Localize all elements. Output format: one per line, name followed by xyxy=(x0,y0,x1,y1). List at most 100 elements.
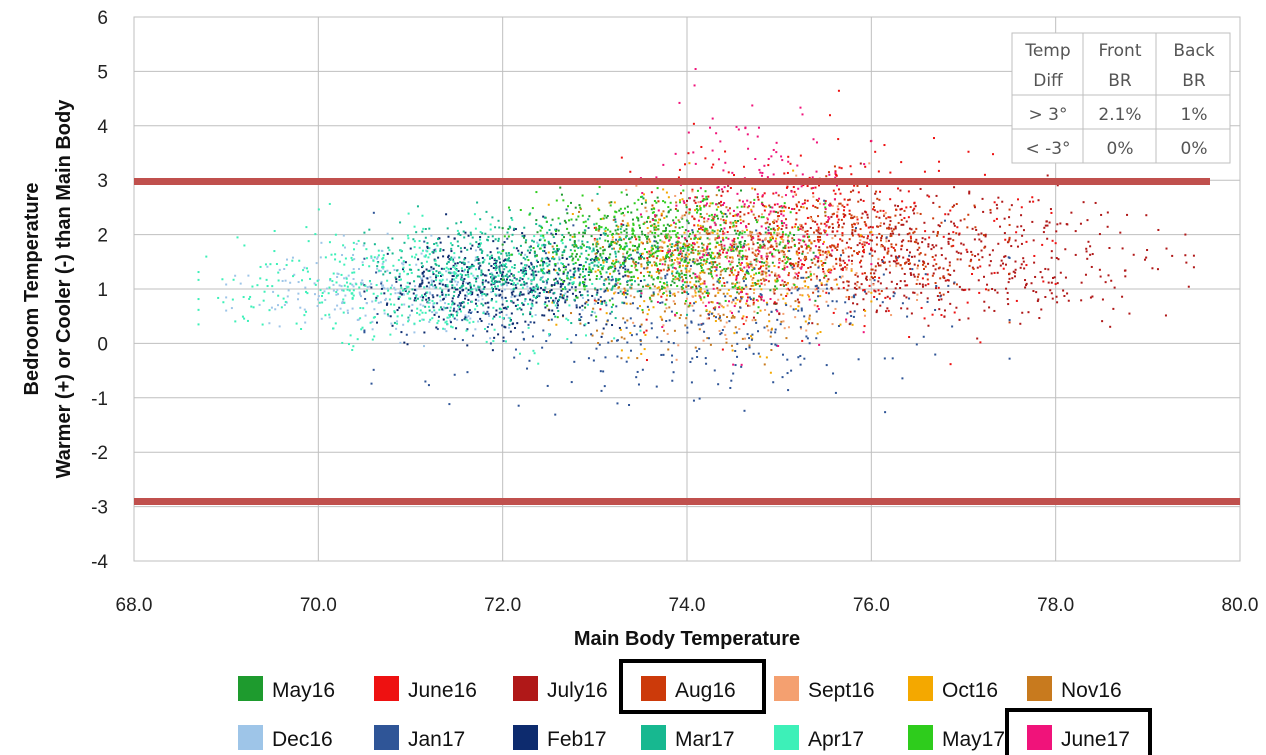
data-point xyxy=(324,314,327,317)
data-point xyxy=(1041,243,1044,246)
data-point xyxy=(927,245,930,248)
data-point xyxy=(946,279,949,282)
data-point xyxy=(532,294,535,297)
data-point xyxy=(990,272,993,275)
data-point xyxy=(509,317,512,320)
data-point xyxy=(947,273,950,276)
data-point xyxy=(926,273,929,276)
data-point xyxy=(879,224,882,227)
data-point xyxy=(607,267,610,270)
data-point xyxy=(462,261,465,264)
data-point xyxy=(535,274,538,277)
data-point xyxy=(451,303,454,306)
data-point xyxy=(389,303,392,306)
data-point xyxy=(604,356,607,359)
data-point xyxy=(470,272,473,275)
data-point xyxy=(873,279,876,282)
data-point xyxy=(783,262,786,265)
data-point xyxy=(532,275,535,278)
data-point xyxy=(415,289,418,292)
data-point xyxy=(551,251,554,254)
data-point xyxy=(887,226,890,229)
data-point xyxy=(920,306,923,309)
data-point xyxy=(434,259,437,262)
data-point xyxy=(714,238,717,241)
data-point xyxy=(606,289,609,292)
data-point xyxy=(694,294,697,297)
data-point xyxy=(602,327,605,330)
data-point xyxy=(762,264,765,267)
data-point xyxy=(303,308,306,311)
data-point xyxy=(831,223,834,226)
data-point xyxy=(877,280,880,283)
data-point xyxy=(722,230,725,233)
data-point xyxy=(1004,263,1007,266)
data-point xyxy=(462,284,465,287)
data-point xyxy=(521,302,524,305)
data-point xyxy=(553,242,556,245)
data-point xyxy=(936,295,939,298)
data-point xyxy=(813,304,816,307)
data-point xyxy=(750,238,753,241)
data-point xyxy=(525,282,528,285)
data-point xyxy=(399,278,402,281)
data-point xyxy=(569,278,572,281)
data-point xyxy=(778,232,781,235)
data-point xyxy=(819,228,822,231)
data-point xyxy=(650,274,653,277)
data-point xyxy=(873,275,876,278)
data-point xyxy=(787,234,790,237)
data-point xyxy=(490,276,493,279)
data-point xyxy=(629,302,632,305)
data-point xyxy=(489,256,492,259)
data-point xyxy=(421,272,424,275)
data-point xyxy=(839,238,842,241)
data-point xyxy=(952,244,955,247)
data-point xyxy=(683,273,686,276)
data-point xyxy=(428,291,431,294)
data-point xyxy=(361,263,364,266)
data-point xyxy=(676,240,679,243)
data-point xyxy=(655,385,658,388)
data-point xyxy=(616,282,619,285)
data-point xyxy=(690,247,693,250)
data-point xyxy=(1055,295,1058,298)
data-point xyxy=(783,202,786,205)
data-point xyxy=(532,265,535,268)
data-point xyxy=(573,298,576,301)
data-point xyxy=(739,215,742,218)
data-point xyxy=(947,232,950,235)
data-point xyxy=(461,274,464,277)
data-point xyxy=(694,291,697,294)
data-point xyxy=(386,252,389,255)
data-point xyxy=(761,257,764,260)
data-point xyxy=(916,298,919,301)
data-point xyxy=(581,294,584,297)
data-point xyxy=(983,300,986,303)
data-point xyxy=(673,302,676,305)
data-point xyxy=(583,229,586,232)
data-point xyxy=(708,238,711,241)
data-point xyxy=(570,322,573,325)
data-point xyxy=(989,260,992,263)
data-point xyxy=(737,219,740,222)
data-point xyxy=(530,291,533,294)
data-point xyxy=(338,260,341,263)
data-point xyxy=(687,222,690,225)
data-point xyxy=(865,224,868,227)
data-point xyxy=(555,253,558,256)
data-point xyxy=(760,273,763,276)
data-point xyxy=(570,312,573,315)
data-point xyxy=(592,247,595,250)
data-point xyxy=(903,294,906,297)
data-point xyxy=(710,301,713,304)
data-point xyxy=(464,318,467,321)
data-point xyxy=(815,229,818,232)
data-point xyxy=(508,326,511,329)
data-point xyxy=(829,202,832,205)
data-point xyxy=(892,246,895,249)
data-point xyxy=(364,284,367,287)
data-point xyxy=(701,246,704,249)
data-point xyxy=(805,276,808,279)
data-point xyxy=(516,282,519,285)
